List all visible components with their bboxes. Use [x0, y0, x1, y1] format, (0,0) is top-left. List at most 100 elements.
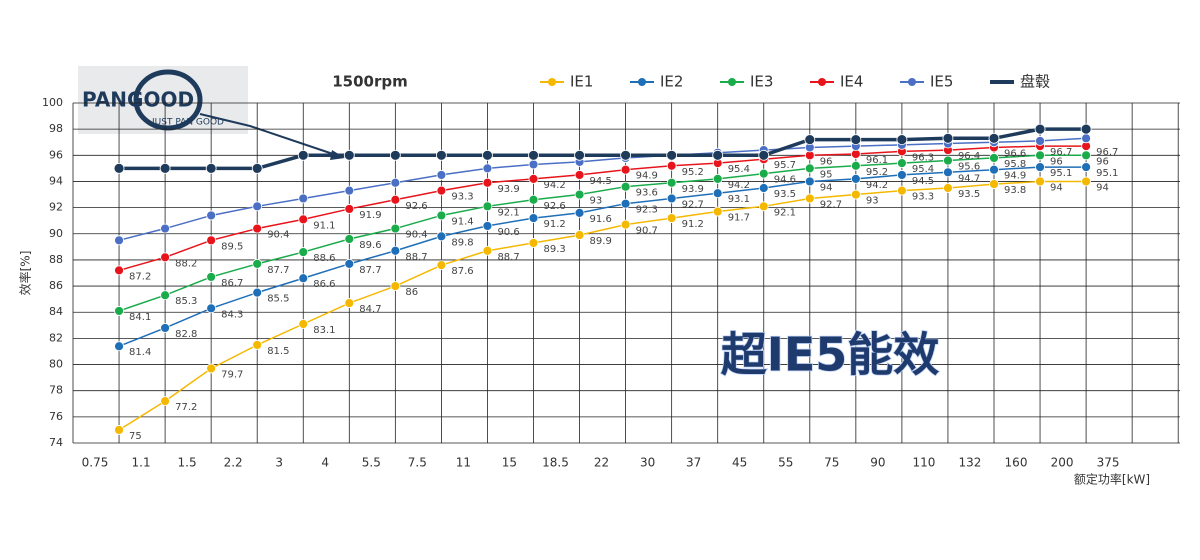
data-point	[436, 231, 447, 242]
data-label: 96.7	[1096, 147, 1118, 158]
data-label: 95.7	[774, 160, 796, 171]
data-point	[1081, 150, 1091, 161]
data-point	[298, 193, 309, 204]
data-label: 94.5	[912, 176, 934, 187]
data-point	[114, 341, 124, 352]
data-point	[942, 132, 954, 144]
data-label: 86.6	[313, 279, 335, 290]
data-label: 94	[820, 182, 833, 193]
data-point	[574, 189, 585, 200]
y-axis-label: 效率[%]	[18, 251, 33, 296]
data-point	[390, 281, 401, 291]
data-label: 92.6	[405, 201, 427, 212]
logo-box	[78, 66, 248, 134]
data-label: 94.2	[544, 180, 566, 191]
data-point	[1035, 150, 1045, 161]
data-label: 83.1	[313, 325, 335, 336]
x-tick-label: 11	[456, 456, 471, 470]
data-label: 87.7	[267, 265, 289, 276]
x-tick-label: 30	[640, 456, 655, 470]
data-label: 94.2	[866, 180, 888, 191]
data-point	[114, 306, 124, 316]
data-point	[436, 260, 447, 271]
data-point	[712, 173, 723, 184]
data-point	[482, 201, 493, 212]
data-label: 95.1	[1050, 168, 1072, 179]
data-point	[804, 193, 815, 204]
x-tick-label: 132	[958, 456, 981, 470]
y-tick-label: 78	[49, 384, 63, 397]
legend-item: IE3	[720, 73, 773, 91]
y-tick-label: 88	[49, 253, 63, 266]
data-label: 94.9	[1004, 171, 1026, 182]
data-point	[390, 177, 401, 188]
data-point	[344, 298, 355, 308]
legend-marker	[908, 78, 916, 86]
data-point	[1035, 162, 1045, 172]
data-point	[482, 245, 493, 256]
data-label: 91.2	[682, 219, 704, 230]
data-label: 96	[1096, 156, 1109, 167]
data-point	[528, 173, 539, 184]
data-point	[804, 134, 816, 146]
data-point	[943, 155, 953, 166]
x-tick-label: 45	[732, 456, 747, 470]
legend-label: 盘毂	[1020, 73, 1050, 91]
data-point	[436, 210, 447, 221]
data-label: 95.2	[866, 167, 888, 178]
legend-marker	[818, 78, 826, 86]
data-point	[390, 194, 401, 205]
data-point	[620, 164, 631, 175]
legend-item: IE2	[630, 73, 683, 91]
x-tick-label: 0.75	[82, 456, 109, 470]
legend-item: IE5	[900, 73, 953, 91]
data-label: 81.5	[267, 346, 289, 357]
legend-label: IE5	[930, 73, 953, 91]
legend-label: IE1	[570, 73, 593, 91]
data-point	[435, 149, 447, 161]
data-point	[390, 245, 401, 256]
data-point	[160, 290, 171, 301]
data-point	[574, 230, 585, 240]
series-line	[118, 145, 1087, 272]
x-tick-label: 110	[912, 456, 935, 470]
data-point	[897, 158, 907, 169]
data-point	[252, 340, 263, 350]
data-point	[666, 177, 677, 188]
data-point	[528, 194, 539, 205]
data-point	[528, 159, 539, 170]
data-point	[114, 235, 124, 246]
data-point	[758, 168, 769, 179]
data-label: 92.1	[497, 207, 519, 218]
data-label: 93.8	[1004, 185, 1026, 196]
data-point	[666, 213, 677, 223]
series-line	[118, 166, 1087, 347]
data-point	[666, 160, 677, 171]
x-tick-label: 18.5	[542, 456, 569, 470]
data-label: 92.1	[774, 207, 796, 218]
data-point	[528, 213, 539, 223]
data-label: 93.9	[497, 184, 519, 195]
data-point	[850, 134, 862, 146]
data-label: 93	[590, 196, 603, 207]
data-point	[389, 149, 401, 161]
data-label: 92.6	[544, 201, 566, 212]
x-tick-label: 75	[824, 456, 839, 470]
y-tick-label: 86	[49, 279, 63, 292]
y-tick-label: 92	[49, 201, 63, 214]
y-tick-label: 74	[49, 436, 63, 449]
data-label: 88.7	[497, 252, 519, 263]
data-label: 79.7	[221, 369, 243, 380]
data-point	[482, 221, 493, 231]
data-point	[252, 201, 263, 212]
data-point	[574, 207, 585, 218]
logo-ring	[133, 69, 203, 131]
logo-arrow	[199, 113, 337, 156]
data-label: 90.6	[497, 227, 519, 238]
data-label: 96.4	[958, 151, 980, 162]
data-point	[712, 149, 724, 161]
data-point	[206, 272, 217, 282]
data-point	[896, 134, 908, 146]
data-point	[160, 223, 171, 234]
